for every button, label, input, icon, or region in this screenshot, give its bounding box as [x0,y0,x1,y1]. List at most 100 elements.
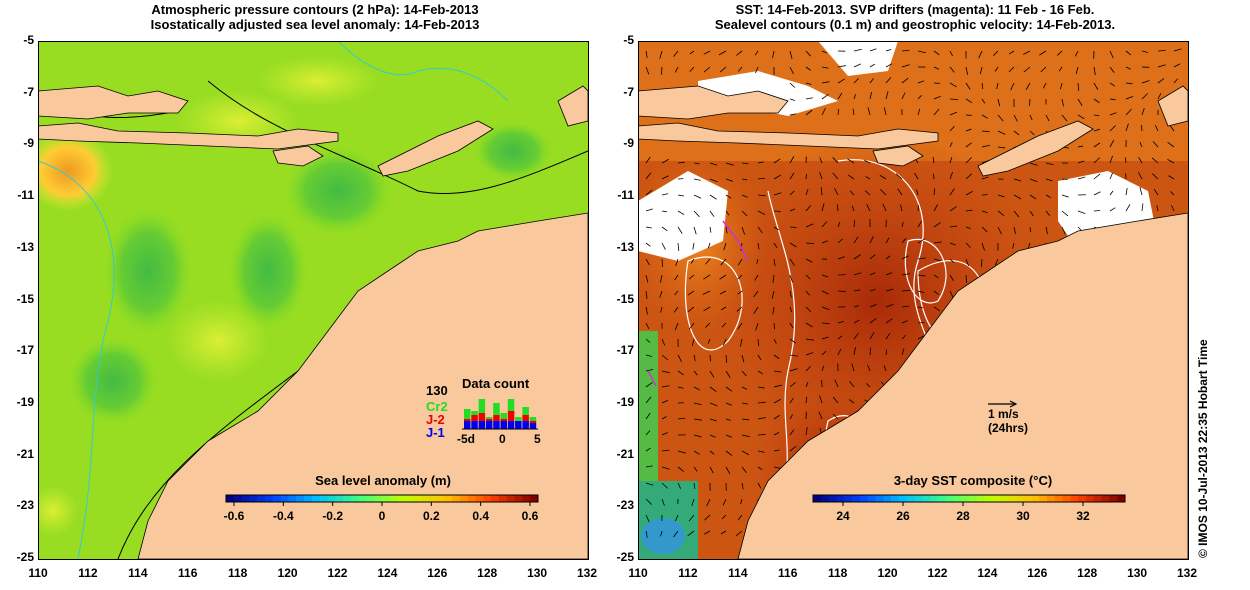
velocity-arrow [1029,130,1035,136]
colorbar-border [812,494,1126,503]
pressure-contour [207,80,588,195]
satellite-label-j1: J-1 [426,425,445,440]
velocity-arrow [1138,172,1143,180]
velocity-arrow [933,204,939,212]
colorbar-segment [1062,495,1071,502]
velocity-arrow [673,50,679,57]
velocity-arrow [821,107,826,116]
velocity-arrow [965,157,972,164]
velocity-arrow [693,226,697,235]
velocity-arrow [1045,162,1054,166]
velocity-arrow [1125,123,1129,132]
velocity-arrow [645,306,648,315]
velocity-arrow [837,335,843,340]
colorbar-segment [265,495,274,502]
velocity-arrow [821,50,827,54]
colorbar-segment [945,495,954,502]
colorbar-segment [875,495,884,502]
island [557,85,588,127]
velocity-arrow [805,97,813,100]
velocity-arrow [901,255,909,260]
velocity-arrow [773,242,778,249]
data-count-bar [522,407,529,415]
velocity-arrow [687,530,695,537]
velocity-arrow [1077,98,1083,106]
velocity-arrow [789,381,796,388]
velocity-arrow [741,226,745,235]
velocity-arrow [757,466,763,471]
colorbar-segment [1000,495,1009,502]
sla-low-blob [283,146,393,236]
velocity-arrow [981,210,988,214]
data-count-bar [507,399,515,411]
velocity-arrow [853,63,861,68]
velocity-arrow [741,450,750,456]
velocity-arrow [933,173,935,180]
velocity-arrow [1093,173,1101,180]
velocity-arrow [900,204,903,212]
colorbar-segment [475,495,484,502]
velocity-arrow [753,306,759,314]
velocity-arrow [1125,96,1134,100]
colorbar-tick-label: 26 [896,509,910,523]
velocity-arrow [674,66,679,73]
velocity-arrow [1141,50,1148,53]
velocity-arrow [757,450,765,453]
data-count-bar [493,415,500,421]
colorbar-segment [272,495,282,502]
velocity-arrow [885,272,893,276]
colorbar-segment [1070,495,1079,502]
velocity-arrow [757,433,766,436]
velocity-arrow [1029,162,1038,166]
cyan-contour [337,41,509,102]
latitude-tick-label: -5 [623,33,634,47]
velocity-arrow [965,226,971,230]
velocity-arrow [885,255,891,260]
velocity-arrow [949,66,955,73]
velocity-arrow [949,274,954,281]
sumba-island [872,145,924,167]
velocity-arrow [741,466,747,473]
velocity-arrow [1013,210,1020,218]
velocity-arrow [789,226,797,228]
colorbar-segment [499,495,508,502]
velocity-arrow [805,306,812,313]
velocity-arrow [1074,50,1079,57]
sst-cool-strip [638,331,658,491]
velocity-arrow [853,48,862,52]
velocity-arrow [645,274,649,283]
velocity-arrow [757,482,762,489]
colorbar-segment [280,495,289,502]
velocity-arrow [773,414,781,420]
timor-island [977,120,1094,177]
sea-level-contour [767,190,796,502]
velocity-arrow [740,498,743,505]
longitude-tick-label: 126 [1027,566,1048,580]
velocity-arrow [1157,93,1162,100]
data-count-bar [522,421,529,429]
sla-moderate-blob [258,56,378,106]
colorbar-segment [961,495,970,502]
velocity-arrow [949,82,957,88]
velocity-arrow [693,178,701,181]
velocity-arrow [703,66,711,73]
velocity-arrow [789,414,793,420]
velocity-arrow [741,386,748,390]
velocity-arrow [773,158,781,164]
velocity-arrow [773,192,782,196]
velocity-arrow [917,290,925,293]
velocity-arrow [885,333,891,340]
velocity-arrow [739,338,743,347]
velocity-arrow [1061,226,1066,235]
data-count-bar [500,419,507,421]
velocity-arrow [693,466,698,472]
velocity-arrow [660,530,663,537]
velocity-arrow [981,82,984,90]
velocity-arrow [805,242,814,244]
velocity-arrow [805,50,811,57]
velocity-arrow [772,274,775,283]
velocity-arrow [721,514,727,520]
velocity-arrow [917,335,925,340]
data-count-bar [493,403,500,415]
colorbar-segment [374,495,383,502]
